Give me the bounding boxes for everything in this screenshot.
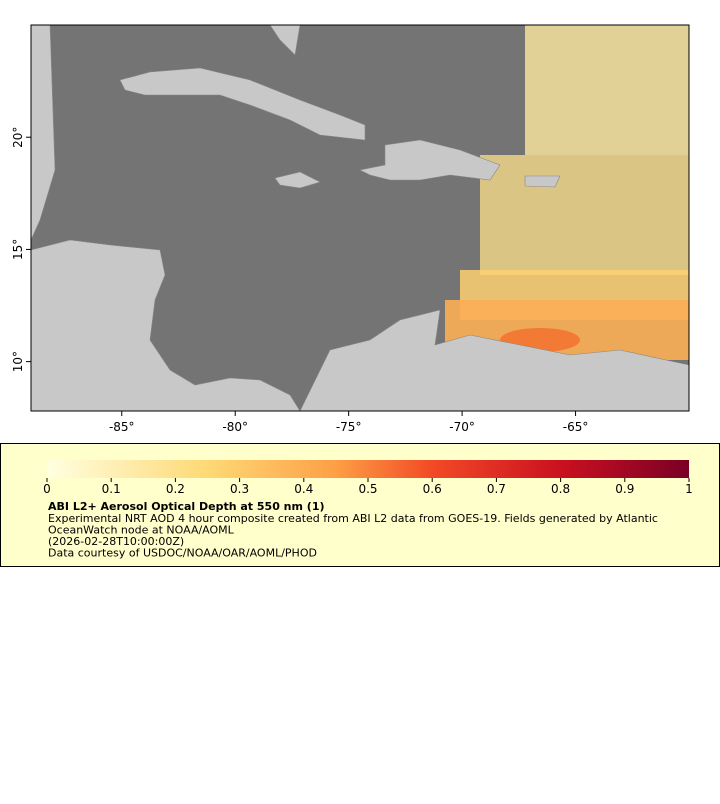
colorbar-tick-label: 1	[685, 482, 693, 496]
colorbar-tick-label: 0.8	[551, 482, 570, 496]
x-tick-label: -80°	[222, 420, 248, 434]
land	[31, 239, 301, 411]
land	[274, 171, 321, 189]
legend-title: ABI L2+ Aerosol Optical Depth at 550 nm …	[48, 500, 325, 513]
land	[269, 25, 301, 56]
land	[524, 175, 561, 188]
y-tick-label: 15°	[11, 239, 25, 260]
aod-field	[480, 155, 689, 275]
map-frame	[30, 24, 690, 412]
aod-field	[525, 25, 689, 155]
colorbar-tick-label: 0	[43, 482, 51, 496]
colorbar-tick-label: 0.6	[423, 482, 442, 496]
legend-line: (2026-02-28T10:00:00Z)	[48, 535, 184, 548]
land	[299, 309, 689, 411]
x-tick-label: -65°	[563, 420, 589, 434]
legend-line: OceanWatch node at NOAA/AOML	[48, 524, 235, 537]
y-tick-label: 20°	[11, 127, 25, 148]
x-tick-label: -75°	[336, 420, 362, 434]
colorbar-tick-label: 0.5	[358, 482, 377, 496]
x-tick-label: -70°	[449, 420, 475, 434]
colorbar-tick-label: 0.2	[166, 482, 185, 496]
y-tick-label: 10°	[11, 351, 25, 372]
land	[359, 139, 501, 181]
land	[119, 67, 366, 141]
colorbar-tick-label: 0.7	[487, 482, 506, 496]
x-tick-label: -85°	[109, 420, 135, 434]
colorbar-tick-label: 0.4	[294, 482, 313, 496]
colorbar-tick-label: 0.1	[102, 482, 121, 496]
colorbar-tick-label: 0.3	[230, 482, 249, 496]
colorbar-tick-label: 0.9	[615, 482, 634, 496]
map-area	[31, 25, 689, 411]
land	[31, 25, 56, 241]
colorbar	[47, 460, 689, 478]
legend-line: Experimental NRT AOD 4 hour composite cr…	[48, 512, 658, 525]
legend-line: Data courtesy of USDOC/NOAA/OAR/AOML/PHO…	[48, 547, 317, 560]
